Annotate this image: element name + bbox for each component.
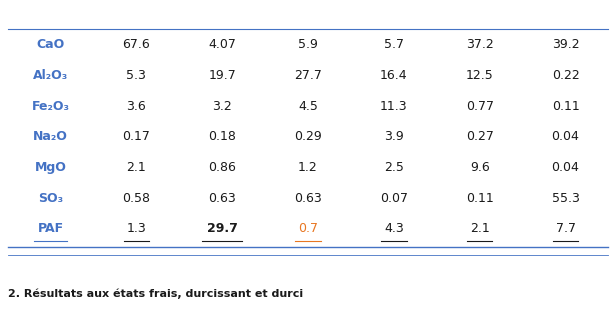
Text: Al₂O₃: Al₂O₃ — [33, 69, 68, 82]
Text: 5.9: 5.9 — [298, 38, 318, 51]
Text: 5.3: 5.3 — [126, 69, 146, 82]
Text: PAF: PAF — [38, 222, 63, 235]
Text: 2. Résultats aux états frais, durcissant et durci: 2. Résultats aux états frais, durcissant… — [7, 289, 302, 299]
Text: 0.63: 0.63 — [294, 192, 322, 205]
Text: 0.04: 0.04 — [551, 130, 580, 143]
Text: 3.2: 3.2 — [213, 100, 232, 113]
Text: 2.5: 2.5 — [384, 161, 404, 174]
Text: 0.58: 0.58 — [123, 192, 150, 205]
Text: 0.77: 0.77 — [466, 100, 493, 113]
Text: 7.7: 7.7 — [556, 222, 575, 235]
Text: 0.22: 0.22 — [552, 69, 580, 82]
Text: 27.7: 27.7 — [294, 69, 322, 82]
Text: 1.2: 1.2 — [298, 161, 318, 174]
Text: 0.07: 0.07 — [380, 192, 408, 205]
Text: 11.3: 11.3 — [380, 100, 408, 113]
Text: 0.29: 0.29 — [294, 130, 322, 143]
Text: 0.04: 0.04 — [551, 161, 580, 174]
Text: 55.3: 55.3 — [551, 192, 580, 205]
Text: 0.27: 0.27 — [466, 130, 493, 143]
Text: 19.7: 19.7 — [208, 69, 236, 82]
Text: MgO: MgO — [34, 161, 67, 174]
Text: 0.18: 0.18 — [208, 130, 236, 143]
Text: 37.2: 37.2 — [466, 38, 493, 51]
Text: 29.7: 29.7 — [207, 222, 238, 235]
Text: 0.86: 0.86 — [208, 161, 236, 174]
Text: 0.11: 0.11 — [466, 192, 493, 205]
Text: 0.11: 0.11 — [552, 100, 580, 113]
Text: 4.5: 4.5 — [298, 100, 318, 113]
Text: SO₃: SO₃ — [38, 192, 63, 205]
Text: 2.1: 2.1 — [126, 161, 146, 174]
Text: 0.63: 0.63 — [208, 192, 236, 205]
Text: 1.3: 1.3 — [126, 222, 146, 235]
Text: Na₂O: Na₂O — [33, 130, 68, 143]
Text: 4.3: 4.3 — [384, 222, 403, 235]
Text: 3.6: 3.6 — [126, 100, 146, 113]
Text: Fe₂O₃: Fe₂O₃ — [31, 100, 70, 113]
Text: 0.17: 0.17 — [123, 130, 150, 143]
Text: 39.2: 39.2 — [552, 38, 580, 51]
Text: 5.7: 5.7 — [384, 38, 404, 51]
Text: 3.9: 3.9 — [384, 130, 403, 143]
Text: 0.7: 0.7 — [298, 222, 318, 235]
Text: CaO: CaO — [36, 38, 65, 51]
Text: 4.07: 4.07 — [208, 38, 236, 51]
Text: 16.4: 16.4 — [380, 69, 408, 82]
Text: 67.6: 67.6 — [123, 38, 150, 51]
Text: 12.5: 12.5 — [466, 69, 493, 82]
Text: 2.1: 2.1 — [470, 222, 490, 235]
Text: 9.6: 9.6 — [470, 161, 490, 174]
